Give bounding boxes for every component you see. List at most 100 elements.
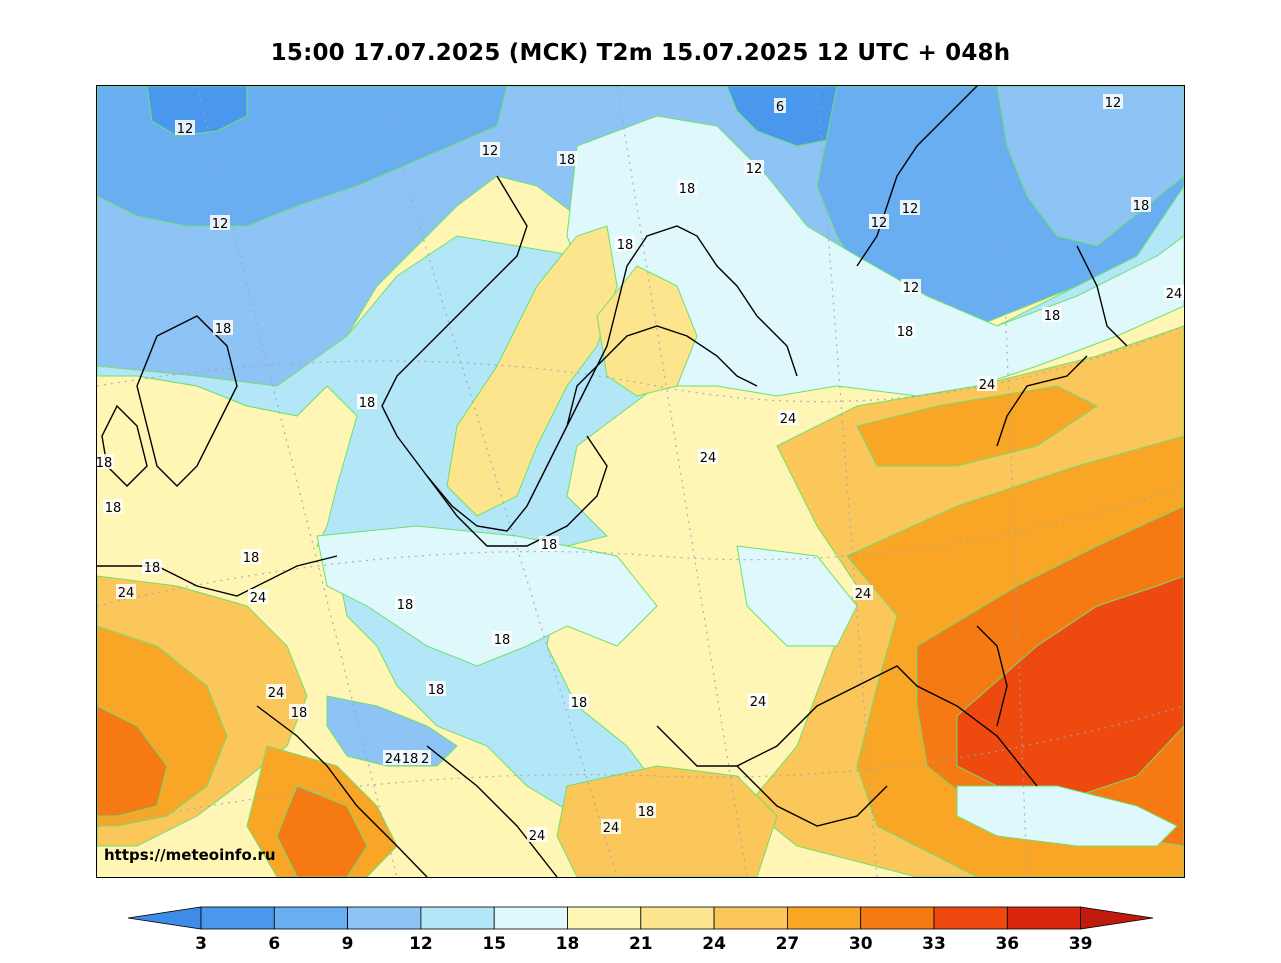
contour-label-bg [1103,94,1123,109]
contour-labels: 1212121212121212126181818181818181818181… [97,94,1184,844]
colorbar-box [347,906,422,930]
contour-label: 24 [700,451,717,466]
contour-label-bg [103,499,123,514]
contour-label-bg [241,549,261,564]
contour-label: 18 [97,456,112,471]
colorbar-tick-label: 12 [409,934,433,954]
contour-label-bg [357,394,377,409]
contour-label: 24 [979,378,996,393]
contour-label: 18 [559,153,576,168]
contour-label: 24 [250,591,267,606]
contour-label: 12 [902,202,919,217]
colorbar-box [420,906,495,930]
colorbar-tick-label: 24 [702,934,726,954]
contour-label: 18 [1133,199,1150,214]
contour-label-bg [248,589,268,604]
contour-label: 18 [402,752,419,767]
colorbar-box [273,906,348,930]
contour-label: 24 [529,829,546,844]
contour-label-bg [426,681,446,696]
contour-label-bg [601,819,621,834]
source-url: https://meteoinfo.ru [104,846,276,864]
contour-label: 18 [428,683,445,698]
contour-label: 18 [243,551,260,566]
contour-label-bg [557,151,577,166]
temperature-field-scandinavia [446,225,618,517]
contour-label-bg [175,120,195,135]
contour-label: 24 [118,586,135,601]
contour-label-bg [210,215,230,230]
contour-label-bg [289,704,309,719]
colorbar-box [1006,906,1081,930]
contour-label: 18 [638,805,655,820]
contour-label-bg [1042,307,1062,322]
colorbar-tick-label: 33 [922,934,946,954]
contour-label: 24 [780,412,797,427]
colorbar-box [493,906,568,930]
contour-label: 12 [482,144,499,159]
contour-label: 18 [215,322,232,337]
colorbar-tick-label: 21 [629,934,653,954]
contour-label-bg [698,449,718,464]
contour-label-bg [539,536,559,551]
contour-label-bg [900,200,920,215]
contour-label-bg [778,410,798,425]
contour-label: 18 [571,696,588,711]
contour-label: 12 [746,162,763,177]
colorbar-box [640,906,715,930]
contour-label-bg [1131,197,1151,212]
contour-label: 24 [603,821,620,836]
contour-label: 18 [897,325,914,340]
contour-label-bg [895,323,915,338]
colorbar-under-triangle [127,906,202,930]
contour-label: 12 [177,122,194,137]
temperature-map: 12 12 12 12 12 12 12 12 12 6 18 18 18 18 18 18 18 18 18 18 1… [96,85,1185,878]
graticule-lines [97,86,1184,877]
colorbar-tick-label: 36 [995,934,1019,954]
contour-label-bg [569,694,589,709]
contour-label: 12 [903,281,920,296]
contour-label: 24 [268,686,285,701]
temperature-colorbar: 3 6 9 12 15 18 21 24 27 30 33 36 39 [127,906,1154,954]
contour-label-bg [395,596,415,611]
contour-label-bg [744,160,764,175]
colorbar-box [787,906,862,930]
contour-label-bg [492,631,512,646]
colorbar-tick-label: 27 [776,934,800,954]
contour-label: 18 [291,706,308,721]
contour-label: 18 [144,561,161,576]
contour-label-bg [266,684,286,699]
colorbar-box [567,906,642,930]
contour-label-bg [383,750,403,765]
contour-label-bg [400,750,420,765]
contour-label-bg [901,279,921,294]
contour-label-bg [615,236,635,251]
colorbar-box [933,906,1008,930]
contour-label-bg [977,376,997,391]
colorbar-tick-label: 6 [268,934,280,954]
contour-label-bg [748,693,768,708]
colorbar-over-triangle [1080,906,1154,930]
colorbar-box [860,906,935,930]
contour-label: 24 [855,587,872,602]
colorbar-tick-label: 18 [556,934,580,954]
contour-label-bg [480,142,500,157]
contour-label-bg [213,320,233,335]
contour-label-bg [97,454,114,469]
colorbar-tick-label: 3 [195,934,207,954]
contour-label-bg [142,559,162,574]
colorbar-tick-label: 30 [849,934,873,954]
contour-label: 18 [494,633,511,648]
contour-label-bg [869,214,889,229]
contour-label-bg [527,827,547,842]
contour-label: 18 [617,238,634,253]
contour-label-bg [1164,285,1184,300]
contour-label: 12 [871,216,888,231]
contour-label: 12 [1105,96,1122,111]
contour-label-bg [853,585,873,600]
colorbar-tick-label: 15 [482,934,506,954]
colorbar-box [200,906,275,930]
contour-label: 12 [212,217,229,232]
contour-label-bg [677,180,697,195]
contour-label: 24 [1166,287,1183,302]
